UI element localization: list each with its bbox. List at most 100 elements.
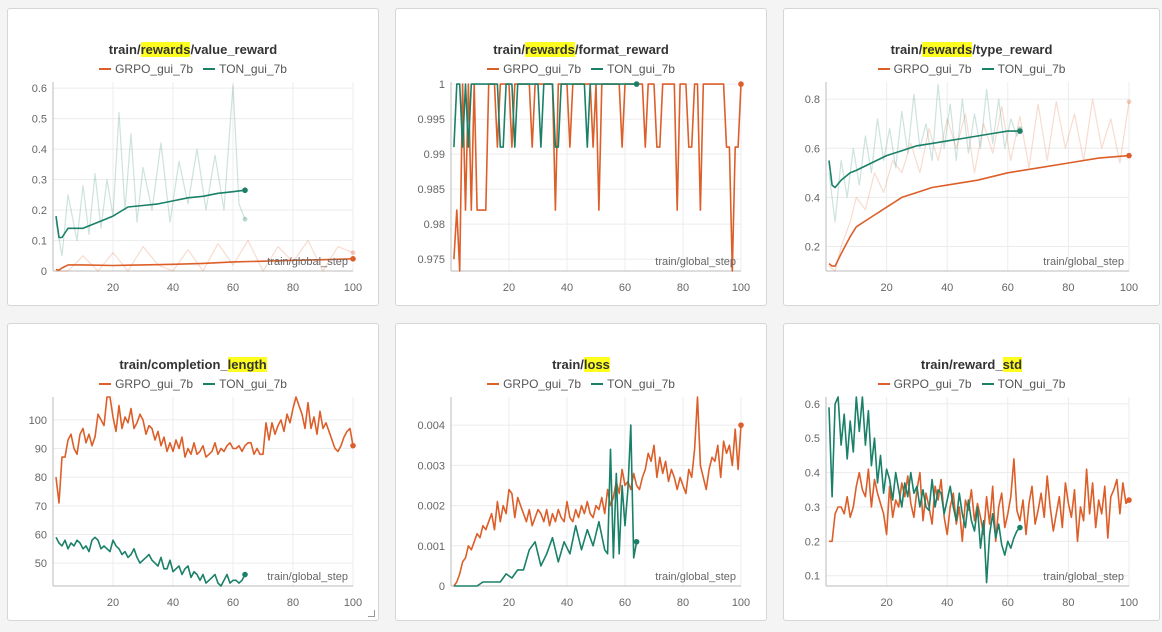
y-tick-label: 60	[35, 529, 47, 541]
x-tick-label: 60	[1002, 597, 1014, 609]
chart-title: train/rewards/type_reward	[784, 42, 1159, 57]
series-line-grpo[interactable]	[453, 396, 742, 587]
series-line-ton[interactable]	[828, 396, 1021, 584]
y-tick-label: 0.5	[32, 114, 47, 126]
y-tick-label: 0.1	[805, 571, 820, 583]
y-tick-label: 100	[29, 415, 47, 427]
x-tick-label: 80	[287, 282, 299, 294]
chart-legend: GRPO_gui_7b TON_gui_7b	[784, 62, 1159, 76]
y-tick-label: 0.995	[417, 114, 445, 126]
series-end-marker-ton	[633, 538, 640, 545]
x-tick-label: 80	[677, 597, 689, 609]
y-tick-label: 0.2	[32, 205, 47, 217]
chart-panel-completion_length[interactable]: train/completion_length GRPO_gui_7b TON_gu…	[7, 323, 379, 621]
y-tick-label: 0.6	[805, 143, 820, 155]
legend-item-ton[interactable]: TON_gui_7b	[591, 62, 675, 76]
series-end-marker-grpo	[1126, 152, 1132, 159]
series-line-ton[interactable]	[55, 536, 246, 587]
y-tick-label: 0.99	[424, 149, 445, 161]
series-line-grpo[interactable]	[55, 258, 354, 271]
legend-swatch	[487, 382, 500, 385]
chart-title-prefix: train/	[493, 42, 525, 57]
legend-item-grpo[interactable]: GRPO_gui_7b	[487, 377, 581, 391]
chart-title-highlight: std	[1002, 357, 1023, 372]
chart-plot[interactable]: 0 0.001 0.002 0.003 0.004 20 40 60 80 100 train/gl…	[396, 324, 766, 620]
legend-swatch	[877, 382, 890, 385]
series-raw-end-marker-grpo	[1126, 99, 1132, 105]
y-tick-label: 0	[41, 266, 47, 278]
x-tick-label: 100	[1120, 597, 1138, 609]
legend-item-ton[interactable]: TON_gui_7b	[203, 377, 287, 391]
legend-label: GRPO_gui_7b	[115, 377, 194, 391]
x-tick-label: 20	[107, 282, 119, 294]
series-line-grpo[interactable]	[55, 396, 354, 504]
legend-item-ton[interactable]: TON_gui_7b	[203, 62, 287, 76]
y-tick-label: 0	[439, 581, 445, 593]
series-line-grpo[interactable]	[829, 458, 1130, 543]
legend-swatch	[99, 382, 112, 385]
y-tick-label: 0.3	[805, 502, 820, 514]
legend-item-grpo[interactable]: GRPO_gui_7b	[487, 62, 581, 76]
legend-swatch	[591, 67, 604, 70]
y-tick-label: 0.003	[417, 460, 445, 472]
chart-plot[interactable]: 50 60 70 80 90 100 20 40 60 80 100 train/global_ste…	[8, 324, 378, 620]
legend-label: TON_gui_7b	[219, 62, 287, 76]
series-line-ton[interactable]	[453, 424, 638, 587]
chart-title-prefix: train/reward_	[920, 357, 1003, 372]
legend-swatch	[203, 382, 216, 385]
legend-swatch	[981, 382, 994, 385]
legend-swatch	[203, 67, 216, 70]
legend-item-grpo[interactable]: GRPO_gui_7b	[877, 377, 972, 391]
series-end-marker-grpo	[1126, 497, 1132, 503]
x-tick-label: 20	[107, 597, 119, 609]
legend-item-ton[interactable]: TON_gui_7b	[981, 377, 1065, 391]
chart-panel-reward_std[interactable]: train/reward_std GRPO_gui_7b TON_gui_7b 0.1…	[783, 323, 1160, 621]
series-end-marker-ton	[242, 187, 248, 194]
chart-plot[interactable]: 0.2 0.4 0.6 0.8 20 40 60 80 100 train/global_step	[784, 9, 1159, 305]
chart-legend: GRPO_gui_7b TON_gui_7b	[396, 377, 766, 391]
chart-title-prefix: train/	[890, 42, 923, 57]
x-axis-title: train/global_step	[655, 256, 736, 268]
chart-title: train/rewards/format_reward	[396, 42, 766, 57]
resize-handle-icon[interactable]	[368, 610, 375, 617]
legend-item-grpo[interactable]: GRPO_gui_7b	[99, 377, 193, 391]
y-tick-label: 0.002	[417, 501, 445, 513]
legend-item-grpo[interactable]: GRPO_gui_7b	[99, 62, 193, 76]
series-line-ton[interactable]	[453, 83, 637, 148]
chart-panel-loss[interactable]: train/loss GRPO_gui_7b TON_gui_7b 0 0.001 0.0…	[395, 323, 767, 621]
legend-item-grpo[interactable]: GRPO_gui_7b	[877, 62, 972, 76]
chart-title-suffix: /format_reward	[574, 42, 669, 57]
series-line-grpo[interactable]	[828, 154, 1130, 267]
chart-title-suffix: /type_reward	[972, 42, 1053, 57]
series-end-marker-ton	[242, 571, 248, 578]
x-tick-label: 40	[561, 597, 573, 609]
chart-title-prefix: train/	[552, 357, 584, 372]
chart-title: train/loss	[396, 357, 766, 372]
legend-label: TON_gui_7b	[607, 377, 675, 391]
series-raw-line-grpo	[828, 98, 1130, 272]
series-end-marker-grpo	[350, 256, 356, 262]
y-tick-label: 0.3	[32, 175, 47, 187]
legend-item-ton[interactable]: TON_gui_7b	[591, 377, 675, 391]
chart-panel-value_reward[interactable]: train/rewards/value_reward GRPO_gui_7b TON…	[7, 8, 379, 306]
legend-item-ton[interactable]: TON_gui_7b	[981, 62, 1065, 76]
chart-plot[interactable]: 0 0.1 0.2 0.3 0.4 0.5 0.6 20 40 60 80 100 train/glob…	[8, 9, 378, 305]
y-tick-label: 0.2	[805, 241, 820, 253]
series-line-grpo[interactable]	[453, 83, 742, 272]
legend-label: TON_gui_7b	[607, 62, 675, 76]
x-tick-label: 80	[677, 282, 689, 294]
series-end-marker-grpo	[738, 81, 744, 87]
legend-swatch	[591, 382, 604, 385]
series-line-ton[interactable]	[828, 130, 1020, 189]
x-tick-label: 40	[167, 282, 179, 294]
chart-plot[interactable]: 0.1 0.2 0.3 0.4 0.5 0.6 20 40 60 80 100 train/globa…	[784, 324, 1159, 620]
legend-swatch	[981, 67, 994, 70]
chart-title-prefix: train/	[108, 42, 141, 57]
x-tick-label: 60	[1002, 282, 1014, 294]
chart-panel-format_reward[interactable]: train/rewards/format_reward GRPO_gui_7b TO…	[395, 8, 767, 306]
chart-panel-type_reward[interactable]: train/rewards/type_reward GRPO_gui_7b TON_…	[783, 8, 1160, 306]
series-line-ton[interactable]	[55, 189, 246, 239]
y-tick-label: 0.5	[805, 433, 820, 445]
legend-label: GRPO_gui_7b	[893, 377, 972, 391]
